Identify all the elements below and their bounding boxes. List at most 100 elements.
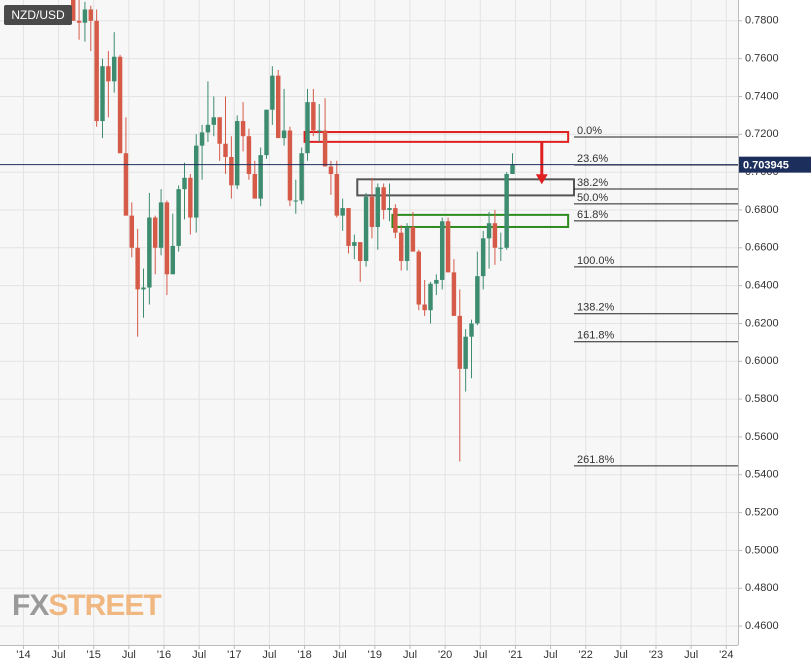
candle-body [340, 208, 345, 216]
candle-body [281, 130, 287, 139]
candle-body [182, 177, 187, 190]
candle-body [328, 166, 334, 175]
fib-label: 50.0% [577, 192, 608, 204]
candle-body [492, 223, 498, 248]
y-tick-label: 0.5400 [745, 469, 779, 481]
candle-body [234, 121, 240, 186]
candle-body [147, 217, 152, 288]
candle-body [393, 208, 398, 233]
candle-body [480, 238, 486, 277]
candle-body [106, 66, 111, 82]
x-tick-label: '19 [368, 649, 382, 661]
candle-body [439, 221, 445, 280]
candle-body [352, 242, 357, 246]
x-tick-label: '22 [579, 649, 593, 661]
candle-body [258, 155, 263, 199]
y-tick-label: 0.6400 [745, 280, 779, 292]
y-tick-label: 0.4600 [745, 620, 779, 632]
fib-label: 38.2% [577, 177, 608, 189]
candle-body [422, 304, 427, 311]
candle-body [363, 196, 369, 262]
x-tick-label: Jul [262, 649, 276, 661]
candle-body [416, 251, 422, 305]
candle-body [275, 75, 281, 139]
price-tag [739, 156, 811, 173]
y-tick-label: 0.5800 [745, 393, 779, 405]
price-tag-label: 0.703945 [743, 160, 789, 172]
candle-body [123, 153, 129, 216]
x-tick-label: '23 [649, 649, 663, 661]
x-tick-label: '18 [297, 649, 311, 661]
candle-body [293, 200, 299, 202]
candle-body [346, 208, 351, 246]
candle-body [129, 215, 135, 248]
candle-body [404, 226, 410, 262]
candle-body [252, 174, 258, 199]
x-tick-label: Jul [684, 649, 698, 661]
y-tick-label: 0.5000 [745, 544, 779, 556]
candle-body [205, 124, 211, 133]
x-tick-label: '17 [227, 649, 241, 661]
fib-label: 23.6% [577, 153, 608, 165]
candle-body [434, 279, 439, 284]
candle-body [322, 130, 328, 167]
x-tick-label: '14 [16, 649, 30, 661]
x-tick-label: Jul [52, 649, 66, 661]
axes: 0.4600 0.4800 0.5000 0.5200 0.5400 0.5600 0.58… [16, 15, 811, 661]
candle-body [410, 226, 416, 252]
logo-part: FX [12, 589, 49, 622]
candle-body [387, 208, 392, 210]
candle-body [299, 153, 304, 201]
x-tick-label: '21 [508, 649, 522, 661]
candle-body [117, 56, 123, 154]
grid [0, 0, 738, 645]
candle-body [88, 9, 94, 21]
candle-body [100, 66, 105, 122]
candle-body [152, 217, 158, 248]
candle-body [287, 130, 293, 201]
x-tick-label: '15 [87, 649, 101, 661]
y-tick-label: 0.7400 [745, 90, 779, 102]
candle-body [398, 232, 404, 262]
candle-body [445, 221, 451, 273]
symbol-badge [4, 5, 72, 25]
candle-body [305, 102, 310, 154]
candle-body [381, 187, 386, 210]
fib-label: 61.8% [577, 209, 608, 221]
candle-body [70, 0, 76, 21]
fib-label: 161.8% [577, 330, 615, 342]
candle-body [170, 245, 176, 275]
x-tick-label: Jul [192, 649, 206, 661]
candle-body [270, 75, 275, 110]
arrow-head [535, 174, 548, 185]
y-tick-label: 0.6600 [745, 242, 779, 254]
x-tick-label: '24 [719, 649, 733, 661]
candle-body [211, 117, 217, 125]
x-tick-label: Jul [544, 649, 558, 661]
fib-label: 261.8% [577, 454, 615, 466]
candle-body [469, 323, 474, 337]
candle-body [428, 283, 433, 311]
candle-body [217, 117, 222, 144]
logo-part: STREET [48, 589, 161, 622]
candle-body [457, 315, 463, 369]
logo: FXSTREET [12, 589, 161, 622]
candle-body [316, 130, 322, 132]
candle-body [158, 202, 164, 248]
candle-body [82, 9, 88, 23]
y-tick-label: 0.6800 [745, 204, 779, 216]
candle-body [357, 242, 363, 262]
candle-body [486, 223, 492, 239]
y-tick-label: 0.5600 [745, 431, 779, 443]
candle-body [223, 143, 228, 157]
candle-body [135, 247, 140, 290]
zone [356, 178, 575, 197]
candle-body [504, 174, 509, 248]
y-tick-label: 0.7200 [745, 128, 779, 140]
x-tick-label: '20 [438, 649, 452, 661]
candle-body [334, 174, 340, 216]
candle-body [475, 276, 480, 324]
y-tick-label: 0.4800 [745, 582, 779, 594]
candle-body [164, 202, 170, 275]
